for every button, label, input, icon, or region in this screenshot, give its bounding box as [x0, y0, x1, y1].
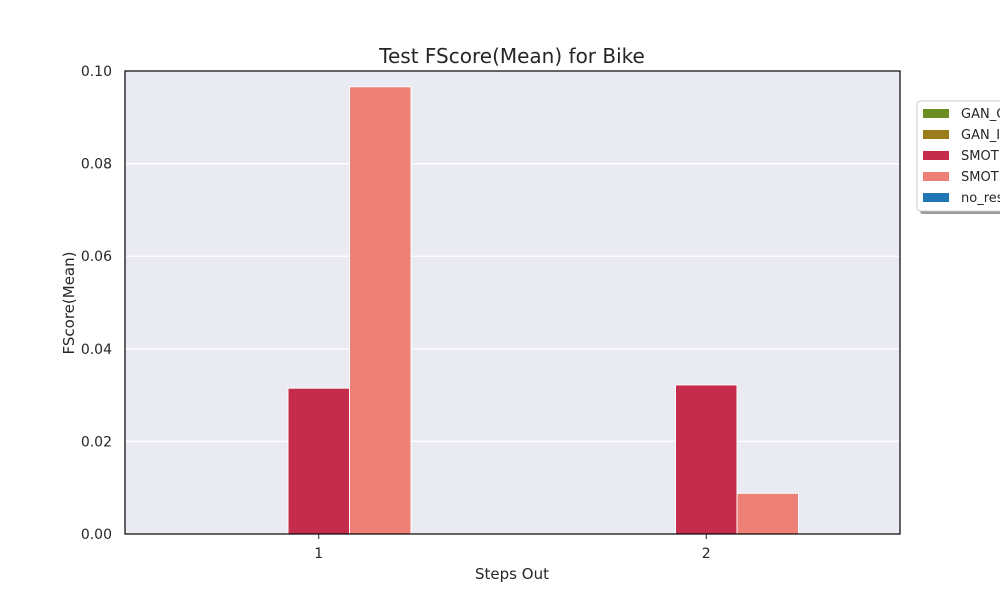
legend-swatch [923, 109, 949, 118]
legend-swatch [923, 151, 949, 160]
chart-title: Test FScore(Mean) for Bike [378, 44, 645, 68]
y-tick-label: 0.06 [81, 249, 112, 265]
y-tick-label: 0.10 [81, 64, 112, 80]
legend-swatch [923, 130, 949, 139]
bar [349, 86, 412, 535]
legend: GAN_C GAN_I SMOT SMOT no_res [916, 100, 1000, 214]
legend-swatch [923, 172, 949, 181]
y-tick-label: 0.04 [81, 342, 112, 358]
legend-box [916, 100, 1000, 212]
y-tick-label: 0.02 [81, 434, 112, 450]
plot-frame [124, 70, 901, 535]
y-axis-ticks: 0.00 0.02 0.04 0.06 0.08 0.10 [81, 64, 112, 543]
x-axis-label: Steps Out [475, 565, 549, 583]
legend-label: SMOT [961, 170, 999, 185]
plot-background [125, 71, 900, 534]
x-tick-label: 2 [702, 546, 711, 562]
y-tick-label: 0.08 [81, 157, 112, 173]
bar [736, 492, 799, 535]
bars [287, 86, 799, 535]
x-tick-label: 1 [314, 546, 323, 562]
legend-label: no_res [961, 191, 1000, 206]
legend-swatch [923, 193, 949, 202]
bar [287, 387, 350, 535]
legend-label: SMOT [961, 149, 999, 164]
legend-label: GAN_C [961, 107, 1000, 122]
y-tick-label: 0.00 [81, 527, 112, 543]
bar [675, 384, 738, 535]
legend-label: GAN_I [961, 128, 1000, 143]
y-axis-label: FScore(Mean) [60, 252, 78, 355]
